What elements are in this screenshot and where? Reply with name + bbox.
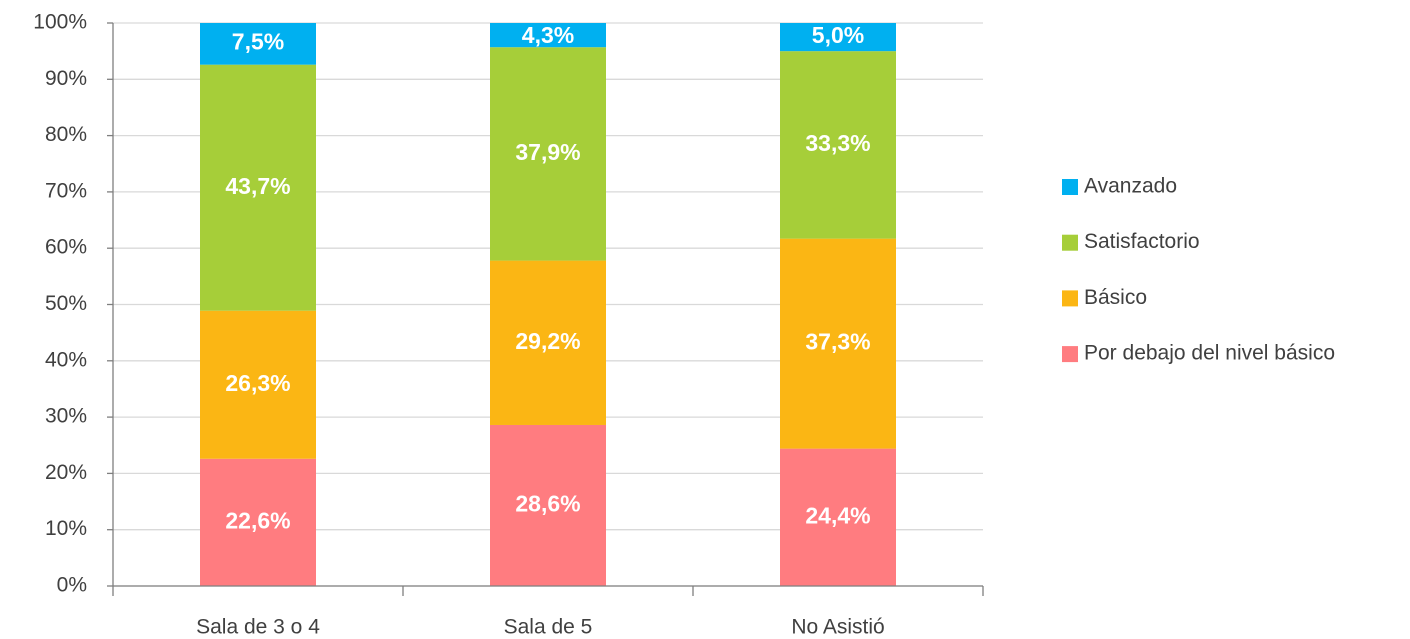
x-tick-label: Sala de 5 [504, 616, 593, 639]
bar-segment [490, 260, 606, 425]
bar-segment [780, 51, 896, 239]
value-label: 5,0% [812, 22, 864, 48]
y-tick-label: 50% [45, 292, 87, 315]
bar-segment [200, 458, 316, 586]
value-label: 22,6% [225, 507, 290, 533]
y-tick-label: 10% [45, 517, 87, 540]
bar-segment [490, 424, 606, 586]
y-tick-label: 0% [57, 574, 87, 597]
y-tick-label: 90% [45, 67, 87, 90]
y-tick-label: 30% [45, 405, 87, 428]
bar-segment [780, 448, 896, 586]
legend-label: Satisfactorio [1084, 230, 1200, 253]
legend-swatch [1062, 179, 1078, 195]
bar-segment [200, 310, 316, 459]
y-tick-label: 20% [45, 461, 87, 484]
y-tick-label: 100% [33, 11, 87, 34]
bar-segment [780, 238, 896, 449]
value-label: 28,6% [515, 491, 580, 517]
value-label: 43,7% [225, 173, 290, 199]
y-tick-label: 60% [45, 236, 87, 259]
legend-swatch [1062, 290, 1078, 307]
value-label: 24,4% [805, 502, 870, 528]
bar-segment [200, 64, 316, 311]
bar-segment [200, 23, 316, 65]
value-label: 37,9% [515, 139, 580, 165]
bar-segment [490, 47, 606, 261]
value-label: 29,2% [515, 328, 580, 354]
value-label: 4,3% [522, 22, 574, 48]
legend-label: Básico [1084, 286, 1147, 309]
legend-label: Avanzado [1084, 175, 1177, 198]
bar-segment [490, 23, 606, 48]
y-tick-label: 70% [45, 179, 87, 202]
value-label: 37,3% [805, 329, 870, 355]
value-label: 33,3% [805, 130, 870, 156]
y-tick-label: 80% [45, 123, 87, 146]
bar-segment [780, 23, 896, 52]
legend-swatch [1062, 346, 1078, 363]
value-label: 7,5% [232, 29, 284, 55]
x-tick-label: Sala de 3 o 4 [196, 616, 320, 639]
x-tick-label: No Asistió [791, 616, 884, 639]
legend-label: Por debajo del nivel básico [1084, 342, 1335, 365]
value-label: 26,3% [225, 370, 290, 396]
legend-swatch [1062, 234, 1078, 251]
y-tick-label: 40% [45, 348, 87, 371]
